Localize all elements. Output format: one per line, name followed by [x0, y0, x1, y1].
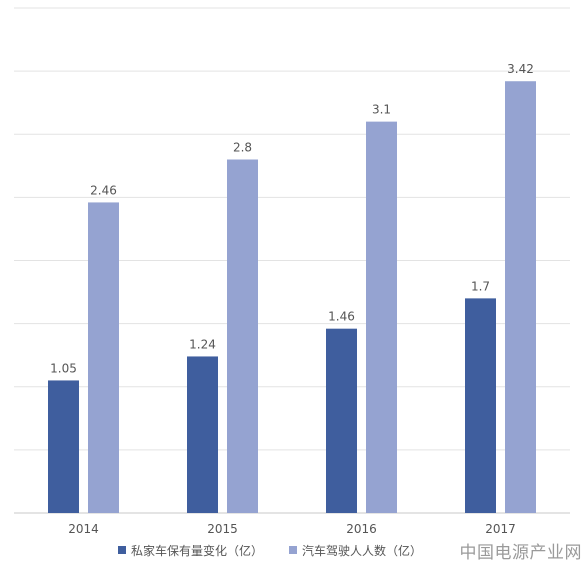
data-label-2015-series-2: 2.8	[233, 141, 252, 155]
bar-2015-series-1	[187, 356, 218, 513]
bar-2015-series-2	[227, 159, 258, 513]
bar-2017-series-1	[465, 298, 496, 513]
data-label-2016-series-1: 1.46	[328, 310, 355, 324]
legend-swatch-series-1	[118, 546, 126, 554]
bar-2016-series-1	[326, 328, 357, 513]
x-tick-label-2015: 2015	[207, 522, 238, 536]
legend-label-series-1: 私家车保有量变化（亿）	[131, 543, 264, 558]
x-tick-label-2016: 2016	[346, 522, 377, 536]
data-label-2017-series-1: 1.7	[471, 279, 490, 293]
bar-2017-series-2	[505, 81, 536, 513]
data-label-2016-series-2: 3.1	[372, 103, 391, 117]
chart-legend: 私家车保有量变化（亿） 汽车驾驶人人数（亿）	[118, 540, 422, 560]
data-label-2014-series-1: 1.05	[50, 361, 77, 375]
legend-item-series-2: 汽车驾驶人人数（亿）	[289, 542, 422, 559]
bar-chart: 1.05 2.46 2014 1.24 2.8 2015 1.46 3.1 2016 1.7 3.4…	[14, 7, 570, 536]
legend-label-series-2: 汽车驾驶人人数（亿）	[302, 543, 423, 558]
data-label-2017-series-2: 3.42	[507, 62, 534, 76]
bar-2016-series-2	[366, 121, 397, 513]
x-tick-label-2014: 2014	[68, 522, 99, 536]
legend-swatch-series-2	[289, 546, 298, 554]
legend-item-series-1: 私家车保有量变化（亿）	[118, 542, 263, 559]
data-label-2015-series-1: 1.24	[189, 337, 216, 351]
bar-2014-series-1	[48, 380, 79, 513]
data-label-2014-series-2: 2.46	[90, 183, 117, 197]
bar-2014-series-2	[88, 202, 119, 514]
watermark-text: 中国电源产业网	[459, 543, 582, 563]
x-tick-label-2017: 2017	[485, 522, 516, 536]
